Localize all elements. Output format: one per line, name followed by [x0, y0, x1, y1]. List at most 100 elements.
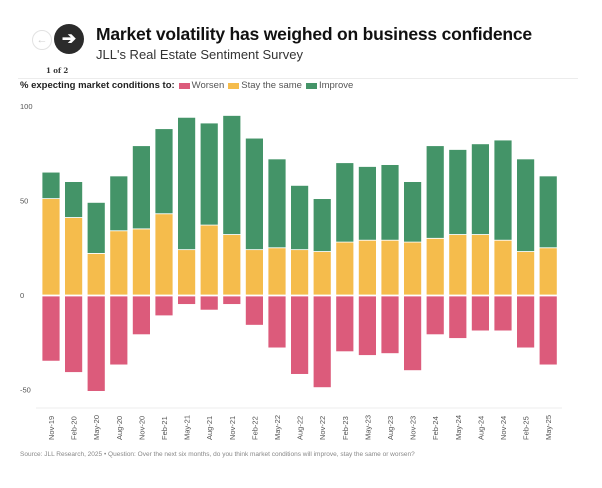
bar-improve [312, 198, 332, 252]
next-button[interactable]: ➔ [54, 24, 84, 54]
bar-stay-the-same [290, 249, 310, 296]
legend-swatch-improve [305, 82, 317, 89]
arrow-right-icon: ➔ [61, 29, 77, 48]
bar-group [403, 181, 423, 371]
legend-label-improve: Improve [318, 80, 354, 91]
x-tick-label: Aug-20 [115, 416, 124, 440]
legend-swatch-stay-the-same [228, 82, 240, 89]
bar-group [154, 128, 174, 317]
previous-button[interactable]: ← [32, 30, 52, 50]
bar-improve [267, 158, 287, 249]
bar-stay-the-same [448, 234, 468, 296]
x-tick-label: Nov-22 [318, 416, 327, 440]
bar-stay-the-same [380, 239, 400, 296]
bar-improve [64, 181, 83, 218]
bar-worsen [448, 295, 468, 339]
bar-stay-the-same [267, 247, 287, 296]
bar-group [448, 149, 468, 339]
y-tick-label: 50 [20, 197, 28, 206]
x-tick-label: May-21 [183, 415, 192, 440]
x-tick-label: Feb-24 [431, 416, 440, 440]
bar-improve [538, 175, 558, 249]
bar-group [538, 175, 558, 366]
bar-stay-the-same [199, 224, 219, 296]
bar-group [335, 162, 355, 353]
chart-title: Market volatility has weighed on busines… [96, 24, 532, 44]
bar-group [41, 171, 61, 362]
x-tick-label: Feb-20 [70, 416, 79, 440]
bar-worsen [335, 295, 355, 353]
x-tick-label: May-22 [273, 415, 282, 440]
bar-improve [177, 116, 197, 251]
arrow-left-icon: ← [36, 34, 48, 46]
bar-improve [516, 158, 535, 252]
bar-worsen [86, 295, 106, 392]
bar-worsen [109, 295, 129, 366]
bar-worsen [41, 295, 61, 362]
bar-stay-the-same [516, 251, 535, 296]
bar-worsen [199, 295, 219, 311]
bar-improve [448, 149, 468, 235]
bar-worsen [516, 295, 535, 349]
x-tick-label: May-20 [92, 415, 101, 440]
bar-improve [470, 143, 490, 235]
bar-improve [154, 128, 174, 215]
bar-improve [199, 122, 219, 226]
x-tick-label: Aug-23 [386, 416, 395, 440]
bar-worsen [380, 295, 400, 354]
x-tick-label: May-25 [544, 415, 553, 440]
bar-stay-the-same [64, 217, 83, 296]
bar-worsen [493, 295, 513, 332]
bar-worsen [312, 295, 332, 389]
y-tick-label: 0 [20, 291, 24, 300]
bar-improve [403, 181, 423, 243]
x-tick-label: Feb-21 [160, 416, 169, 440]
x-tick-label: May-23 [363, 415, 372, 440]
bar-group [290, 184, 310, 375]
bar-stay-the-same [403, 241, 423, 296]
bar-improve [357, 166, 377, 241]
legend-item-improve: Improve [305, 80, 354, 91]
bar-stay-the-same [109, 230, 129, 296]
bar-stay-the-same [86, 253, 106, 296]
bar-worsen [177, 295, 197, 305]
bar-worsen [357, 295, 377, 356]
bar-worsen [222, 295, 242, 305]
bar-stay-the-same [335, 241, 355, 296]
x-tick-label: Nov-24 [499, 416, 508, 440]
bar-group [86, 201, 106, 392]
bar-worsen [154, 295, 174, 317]
bar-improve [290, 184, 310, 251]
bar-improve [244, 137, 264, 251]
bar-group [64, 181, 83, 373]
x-tick-label: Feb-25 [522, 416, 531, 440]
x-tick-label: Aug-21 [205, 416, 214, 440]
y-axis: 100 50 0 -50 [20, 102, 33, 395]
bar-worsen [64, 295, 83, 373]
bar-group [199, 122, 219, 311]
x-tick-label: May-24 [454, 415, 463, 440]
legend-swatch-worsen [178, 82, 190, 89]
bar-improve [86, 201, 106, 254]
bar-improve [493, 139, 513, 241]
bar-worsen [267, 295, 287, 349]
bar-group [470, 143, 490, 332]
bar-stay-the-same [244, 249, 264, 296]
x-tick-label: Feb-23 [341, 416, 350, 440]
bar-group [177, 116, 197, 305]
x-tick-label: Nov-23 [409, 416, 418, 440]
bar-stay-the-same [425, 237, 445, 296]
bar-worsen [470, 295, 490, 332]
bar-group [380, 164, 400, 354]
x-tick-label: Nov-21 [228, 416, 237, 440]
x-tick-label: Nov-19 [47, 416, 56, 440]
bar-improve [425, 145, 445, 239]
y-tick-label: -50 [20, 386, 31, 395]
bar-improve [109, 175, 129, 232]
bar-group [222, 115, 242, 305]
x-tick-label: Nov-20 [137, 416, 146, 440]
bar-group [493, 139, 513, 332]
bar-stay-the-same [312, 251, 332, 296]
bar-worsen [290, 295, 310, 375]
bar-stay-the-same [493, 239, 513, 296]
